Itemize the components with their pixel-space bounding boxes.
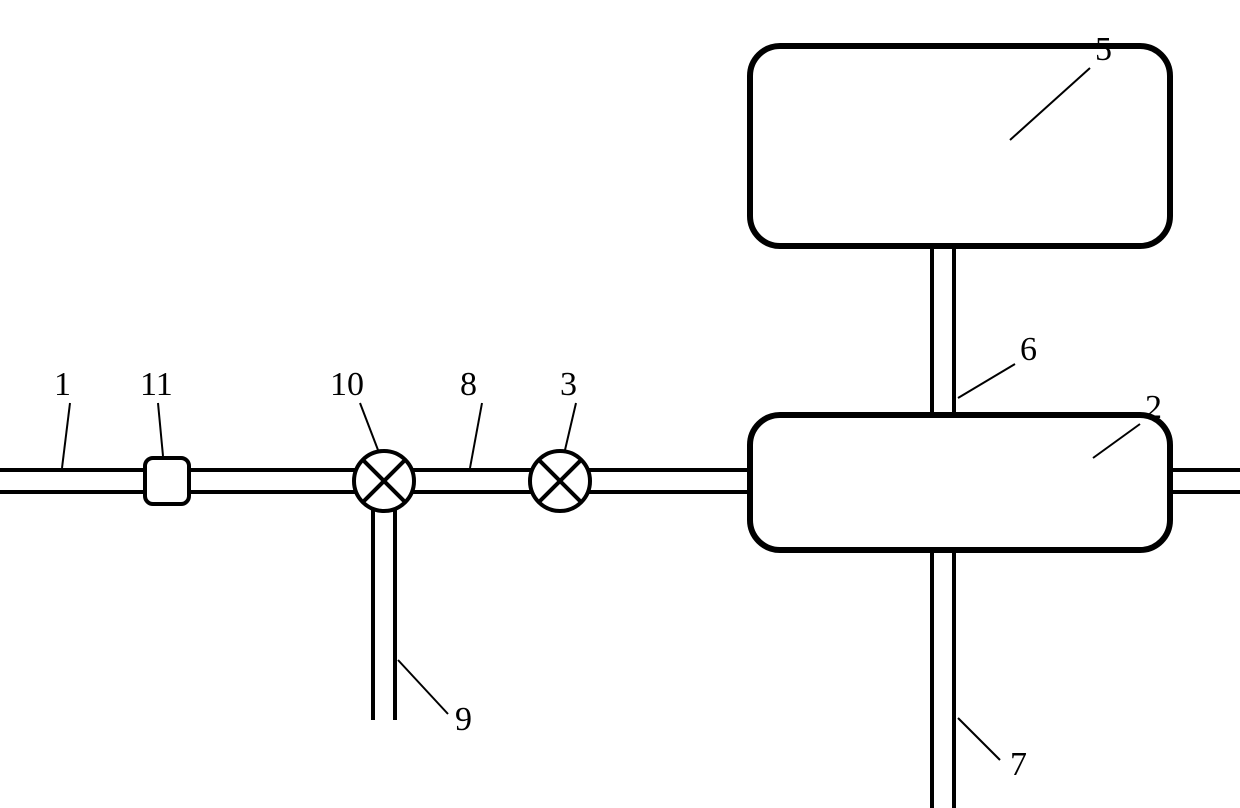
label-1: 1 xyxy=(54,366,71,403)
right-box xyxy=(750,415,1170,550)
label-6: 6 xyxy=(1020,331,1037,368)
label-5: 5 xyxy=(1095,31,1112,68)
label-8: 8 xyxy=(460,366,477,403)
top-box xyxy=(750,46,1170,246)
inline-component xyxy=(145,458,189,504)
valve-left xyxy=(354,451,414,511)
label-3: 3 xyxy=(560,366,577,403)
label-2: 2 xyxy=(1145,389,1162,426)
label-10: 10 xyxy=(330,366,364,403)
label-11: 11 xyxy=(140,366,173,403)
label-7: 7 xyxy=(1010,746,1027,783)
valve-right xyxy=(530,451,590,511)
label-9: 9 xyxy=(455,701,472,738)
